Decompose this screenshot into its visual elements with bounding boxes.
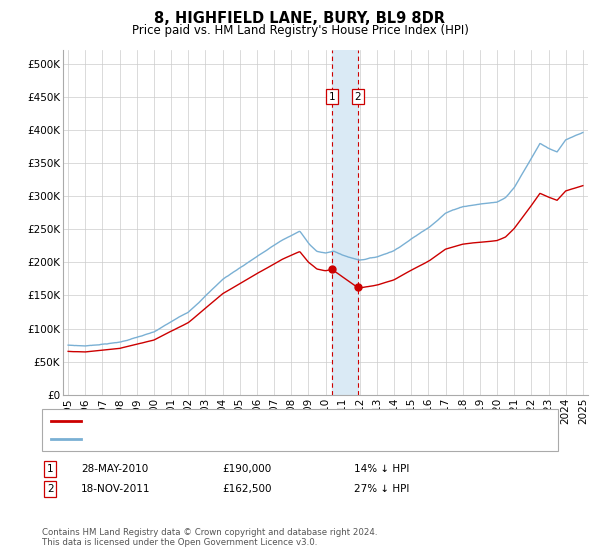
Text: 2: 2 — [47, 484, 53, 494]
Text: 18-NOV-2011: 18-NOV-2011 — [81, 484, 151, 494]
Text: 1: 1 — [329, 92, 335, 102]
Text: 8, HIGHFIELD LANE, BURY, BL9 8DR: 8, HIGHFIELD LANE, BURY, BL9 8DR — [155, 11, 445, 26]
Text: 8, HIGHFIELD LANE, BURY, BL9 8DR (detached house): 8, HIGHFIELD LANE, BURY, BL9 8DR (detach… — [87, 416, 367, 426]
Text: 2: 2 — [355, 92, 361, 102]
Text: £162,500: £162,500 — [222, 484, 271, 494]
Text: 27% ↓ HPI: 27% ↓ HPI — [354, 484, 409, 494]
Text: £190,000: £190,000 — [222, 464, 271, 474]
Bar — [332, 50, 358, 395]
Text: 28-MAY-2010: 28-MAY-2010 — [81, 464, 148, 474]
Text: 1: 1 — [47, 464, 53, 474]
Text: 14% ↓ HPI: 14% ↓ HPI — [354, 464, 409, 474]
Text: Price paid vs. HM Land Registry's House Price Index (HPI): Price paid vs. HM Land Registry's House … — [131, 24, 469, 36]
Text: Contains HM Land Registry data © Crown copyright and database right 2024.
This d: Contains HM Land Registry data © Crown c… — [42, 528, 377, 547]
Text: HPI: Average price, detached house, Bury: HPI: Average price, detached house, Bury — [87, 434, 304, 444]
